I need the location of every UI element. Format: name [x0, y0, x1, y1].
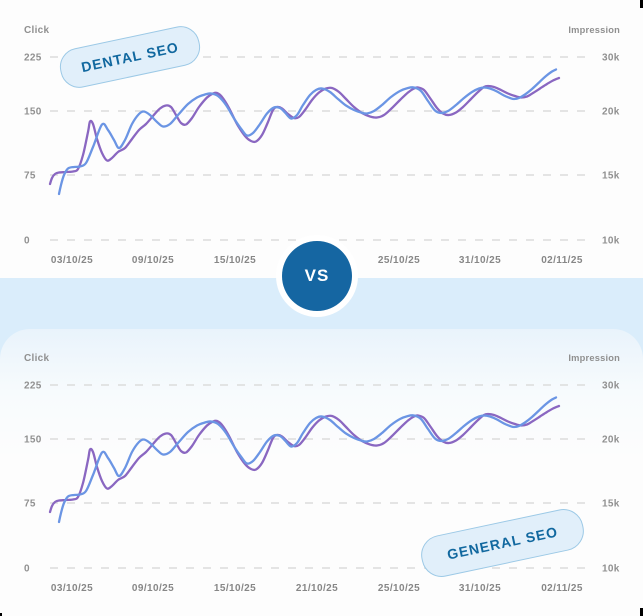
- svg-text:15k: 15k: [602, 171, 620, 182]
- svg-text:02/11/25: 02/11/25: [541, 255, 583, 266]
- svg-text:25/10/25: 25/10/25: [378, 255, 420, 266]
- svg-text:15/10/25: 15/10/25: [214, 255, 256, 266]
- svg-text:25/10/25: 25/10/25: [378, 583, 420, 594]
- svg-text:20k: 20k: [602, 107, 620, 118]
- svg-text:225: 225: [24, 381, 42, 392]
- svg-text:10k: 10k: [602, 236, 620, 247]
- svg-text:15/10/25: 15/10/25: [214, 583, 256, 594]
- svg-text:Click: Click: [24, 25, 50, 36]
- svg-text:02/11/25: 02/11/25: [541, 583, 583, 594]
- svg-text:31/10/25: 31/10/25: [459, 583, 501, 594]
- svg-text:150: 150: [24, 107, 42, 118]
- svg-text:03/10/25: 03/10/25: [51, 255, 93, 266]
- svg-text:Impression: Impression: [568, 353, 620, 363]
- svg-text:30k: 30k: [602, 381, 620, 392]
- svg-text:75: 75: [24, 499, 36, 510]
- svg-text:150: 150: [24, 435, 42, 446]
- svg-text:0: 0: [24, 564, 30, 575]
- svg-text:Impression: Impression: [568, 25, 620, 35]
- svg-text:225: 225: [24, 53, 42, 64]
- svg-text:15k: 15k: [602, 499, 620, 510]
- svg-text:31/10/25: 31/10/25: [459, 255, 501, 266]
- svg-text:09/10/25: 09/10/25: [132, 255, 174, 266]
- svg-text:75: 75: [24, 171, 36, 182]
- svg-text:09/10/25: 09/10/25: [132, 583, 174, 594]
- svg-text:10k: 10k: [602, 564, 620, 575]
- svg-text:30k: 30k: [602, 53, 620, 64]
- svg-text:20k: 20k: [602, 435, 620, 446]
- svg-text:Click: Click: [24, 353, 50, 364]
- svg-text:0: 0: [24, 236, 30, 247]
- svg-text:21/10/25: 21/10/25: [296, 583, 338, 594]
- svg-text:03/10/25: 03/10/25: [51, 583, 93, 594]
